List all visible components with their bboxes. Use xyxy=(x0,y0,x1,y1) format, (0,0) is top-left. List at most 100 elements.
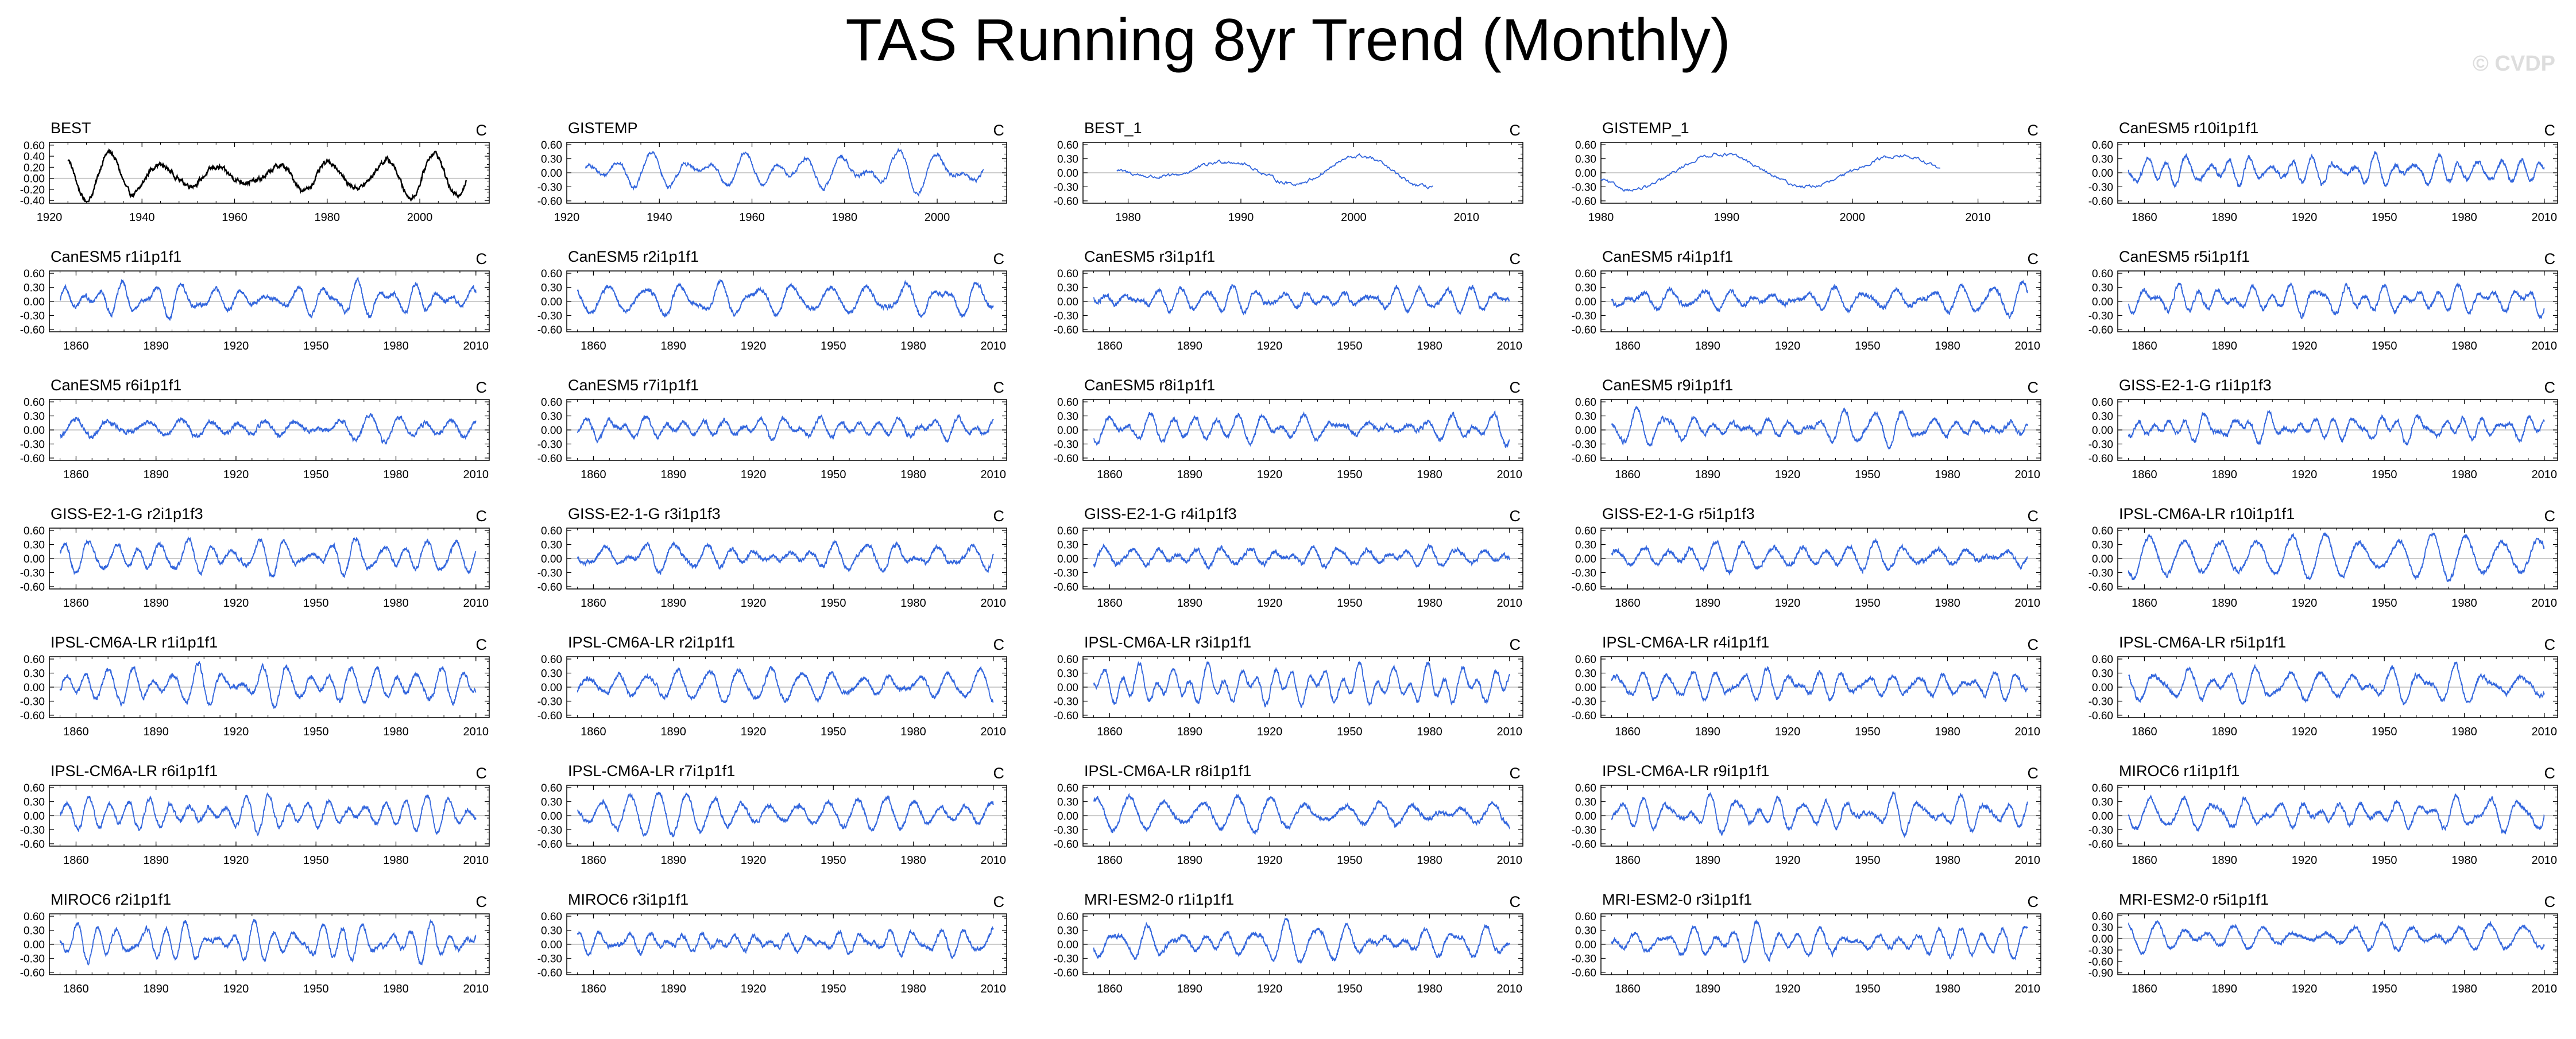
x-tick-label: 1920 xyxy=(1775,854,1801,867)
y-tick-label: 0.00 xyxy=(541,296,562,308)
x-tick-label: 1950 xyxy=(303,468,329,481)
x-tick-label: 1950 xyxy=(1337,468,1363,481)
x-tick-label: 2010 xyxy=(2532,340,2558,352)
y-tick-label: 0.60 xyxy=(1057,139,1078,152)
x-tick-label: 1980 xyxy=(2451,468,2477,481)
x-tick-label: 1950 xyxy=(821,983,846,995)
panel-frame xyxy=(2117,913,2558,975)
y-tick-label: -0.30 xyxy=(2088,945,2113,957)
x-tick-label: 1890 xyxy=(660,340,686,352)
panel-units: C xyxy=(1510,507,1521,525)
x-tick-label: 1920 xyxy=(2292,983,2318,995)
series-line xyxy=(2128,793,2545,835)
x-tick-label: 1920 xyxy=(37,211,63,224)
y-tick-label: -0.60 xyxy=(537,967,562,979)
y-tick-label: 0.00 xyxy=(2092,682,2113,694)
y-tick-label: 0.30 xyxy=(2092,540,2113,552)
y-tick-label: 0.30 xyxy=(2092,668,2113,680)
y-tick-label: 0.60 xyxy=(24,525,45,537)
x-tick-label: 1950 xyxy=(2372,726,2397,738)
y-tick-label: 0.60 xyxy=(2092,139,2113,152)
panel-units: C xyxy=(476,636,488,653)
x-tick-label: 1890 xyxy=(143,597,169,610)
panel-units: C xyxy=(2028,507,2039,525)
y-tick-label: 0.00 xyxy=(1057,168,1078,180)
x-tick-label: 1920 xyxy=(741,340,767,352)
x-tick-label: 1890 xyxy=(1695,726,1720,738)
panel-units: C xyxy=(476,507,488,525)
x-tick-label: 1890 xyxy=(1177,726,1202,738)
y-tick-label: 0.30 xyxy=(1575,925,1596,937)
y-tick-label: 0.00 xyxy=(2092,425,2113,437)
x-tick-label: 1890 xyxy=(2211,468,2237,481)
y-tick-label: 0.30 xyxy=(541,925,562,937)
y-tick-label: 0.30 xyxy=(1057,668,1078,680)
y-tick-label: 0.00 xyxy=(1575,939,1596,951)
panel-title: IPSL-CM6A-LR r9i1p1f1 xyxy=(1602,762,1769,780)
y-tick-label: 0.00 xyxy=(1575,811,1596,823)
y-tick-label: -0.60 xyxy=(1572,581,1596,594)
y-tick-label: 0.00 xyxy=(1057,682,1078,694)
x-tick-label: 1920 xyxy=(223,468,249,481)
x-tick-label: 2010 xyxy=(1497,983,1523,995)
series-line xyxy=(2128,920,2545,955)
y-tick-label: -0.30 xyxy=(1054,310,1078,322)
x-tick-label: 1950 xyxy=(2372,983,2397,995)
x-tick-label: 2010 xyxy=(2015,854,2041,867)
panel-title: IPSL-CM6A-LR r8i1p1f1 xyxy=(1084,762,1251,780)
x-tick-label: 2010 xyxy=(1497,597,1523,610)
y-tick-label: -0.30 xyxy=(1572,310,1596,322)
y-tick-label: -0.60 xyxy=(1572,453,1596,465)
x-tick-label: 2010 xyxy=(1497,854,1523,867)
x-tick-label: 1890 xyxy=(660,726,686,738)
y-tick-label: -0.60 xyxy=(1054,710,1078,722)
panel-units: C xyxy=(1510,636,1521,653)
y-tick-label: -0.60 xyxy=(20,967,45,979)
x-tick-label: 1920 xyxy=(2292,726,2318,738)
y-tick-label: 0.40 xyxy=(24,151,45,163)
x-tick-label: 1860 xyxy=(1097,597,1123,610)
series-line xyxy=(1611,791,2028,838)
y-tick-label: -0.30 xyxy=(537,567,562,579)
x-tick-label: 2010 xyxy=(981,340,1007,352)
y-tick-label: -0.30 xyxy=(1572,824,1596,836)
x-tick-label: 1950 xyxy=(1855,340,1881,352)
y-tick-label: 0.30 xyxy=(541,540,562,552)
y-tick-label: -0.30 xyxy=(2088,696,2113,708)
panel-title: BEST xyxy=(51,119,91,137)
series-line xyxy=(577,925,994,959)
x-tick-label: 1860 xyxy=(1097,726,1123,738)
series-line xyxy=(2128,281,2545,320)
x-tick-label: 1920 xyxy=(1257,854,1283,867)
panel-title: CanESM5 r2i1p1f1 xyxy=(568,248,699,265)
x-tick-label: 1860 xyxy=(2132,468,2157,481)
y-tick-label: 0.60 xyxy=(2092,525,2113,537)
y-tick-label: 0.00 xyxy=(541,425,562,437)
x-tick-label: 1890 xyxy=(1177,468,1202,481)
y-tick-label: 0.00 xyxy=(541,682,562,694)
y-tick-label: -0.60 xyxy=(20,839,45,851)
series-line xyxy=(59,792,477,837)
x-tick-label: 1980 xyxy=(383,340,409,352)
panel-units: C xyxy=(1510,250,1521,267)
panel-title: IPSL-CM6A-LR r7i1p1f1 xyxy=(568,762,735,780)
x-tick-label: 1980 xyxy=(1417,854,1442,867)
x-tick-label: 2010 xyxy=(2015,597,2041,610)
y-tick-label: 0.60 xyxy=(2092,654,2113,666)
x-tick-label: 2010 xyxy=(1497,340,1523,352)
panel-title: MRI-ESM2-0 r3i1p1f1 xyxy=(1602,891,1752,908)
panel-units: C xyxy=(993,507,1005,525)
y-tick-label: -0.60 xyxy=(1054,967,1078,979)
x-tick-label: 1920 xyxy=(1257,468,1283,481)
panel-units: C xyxy=(476,765,488,782)
y-tick-label: 0.60 xyxy=(1575,654,1596,666)
x-tick-label: 1980 xyxy=(1417,726,1442,738)
x-tick-label: 1980 xyxy=(900,468,926,481)
y-tick-label: -0.40 xyxy=(20,195,45,207)
x-tick-label: 1940 xyxy=(129,211,155,224)
x-tick-label: 1980 xyxy=(1935,726,1960,738)
x-tick-label: 1860 xyxy=(1615,468,1641,481)
x-tick-label: 1920 xyxy=(2292,211,2318,224)
panel-units: C xyxy=(2028,379,2039,396)
y-tick-label: -0.30 xyxy=(2088,310,2113,322)
